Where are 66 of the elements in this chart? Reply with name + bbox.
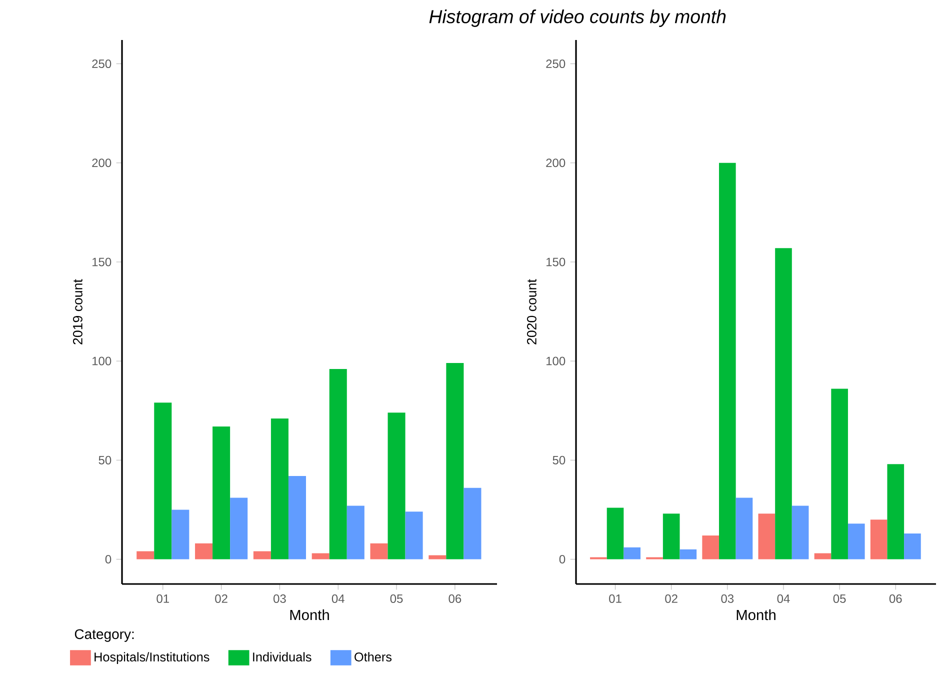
y-tick-label: 50	[98, 456, 112, 464]
bar	[270, 418, 288, 560]
x-tick-label: 04	[332, 594, 344, 603]
text: Histogram of video counts by month	[429, 10, 726, 27]
bar	[312, 553, 330, 560]
bar	[388, 412, 406, 560]
y-tick-label: 100	[92, 356, 112, 366]
x-tick-label: 02	[215, 594, 228, 603]
y-tick-label: 200	[92, 158, 112, 168]
bar	[606, 508, 624, 560]
y-tick-label: 100	[546, 356, 566, 366]
y-tick-label: 0	[559, 554, 566, 564]
x-tick-label: 03	[274, 594, 286, 603]
x-tick-label: 06	[889, 594, 902, 603]
legend-label: Hospitals/Institutions	[94, 652, 210, 664]
bar	[758, 514, 776, 560]
bar	[792, 506, 809, 560]
bar	[831, 388, 848, 560]
y-tick-label: 250	[92, 60, 112, 68]
legend-label: Others	[354, 652, 392, 662]
x-tick-label: 05	[390, 594, 403, 603]
bar	[212, 426, 230, 560]
x-tick-label: 01	[609, 594, 622, 603]
bar	[680, 549, 697, 560]
legend-title: Category:	[74, 629, 134, 642]
y-tick-label: 250	[546, 60, 566, 68]
y-axis-title: 2019 count	[72, 279, 82, 344]
x-tick-label: 06	[448, 594, 462, 603]
bar	[172, 510, 190, 560]
y-tick-label: 150	[92, 258, 112, 266]
x-axis-title: Month	[290, 609, 329, 620]
bar	[230, 498, 248, 560]
bar	[464, 488, 482, 560]
bar	[702, 535, 719, 560]
bar	[848, 524, 865, 560]
bar	[887, 464, 904, 560]
x-tick-label: 02	[665, 594, 678, 603]
bar	[405, 512, 423, 560]
bar	[288, 476, 306, 560]
bar	[736, 498, 753, 560]
bar	[775, 248, 792, 560]
bar	[253, 551, 271, 560]
y-axis-title: 2020 count	[526, 279, 536, 344]
y-tick-label: 0	[105, 554, 112, 564]
bar	[346, 506, 364, 560]
bar	[136, 551, 154, 560]
bar	[154, 402, 172, 560]
x-tick-label: 01	[156, 594, 169, 603]
x-tick-label: 05	[833, 594, 846, 603]
x-tick-label: 03	[721, 594, 734, 603]
bar	[719, 162, 736, 560]
bar	[370, 543, 388, 560]
bar	[446, 363, 464, 560]
bar	[904, 533, 921, 560]
bar	[662, 514, 680, 560]
x-tick-label: 04	[777, 594, 790, 603]
y-tick-label: 200	[546, 158, 566, 168]
y-tick-label: 150	[546, 258, 566, 266]
bar	[195, 543, 213, 560]
bar	[329, 368, 347, 560]
bar	[814, 553, 832, 560]
y-tick-label: 50	[552, 456, 566, 464]
bar	[624, 547, 640, 560]
legend-label: Individuals	[253, 652, 312, 662]
bar	[870, 520, 888, 560]
x-axis-title: Month	[736, 609, 776, 620]
